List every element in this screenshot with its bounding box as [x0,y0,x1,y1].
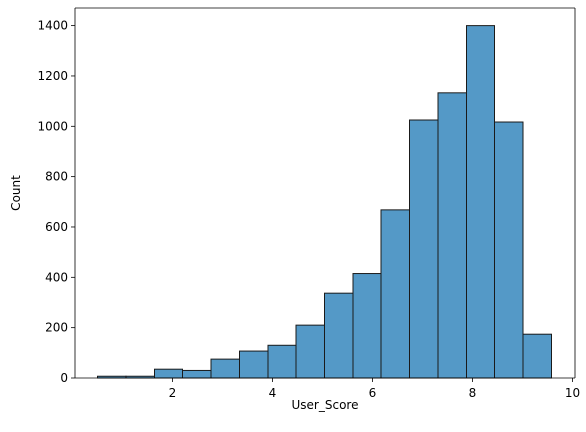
histogram-bar [324,292,354,379]
x-tick-label: 8 [469,386,477,400]
histogram-bar [295,324,325,379]
histogram-bar [409,119,439,379]
histogram-bar [352,273,382,379]
x-tick-label: 4 [269,386,277,400]
x-axis-label: User_Score [292,398,359,412]
y-tick-label: 400 [45,270,68,284]
y-tick-label: 200 [45,321,68,335]
y-tick-label: 800 [45,170,68,184]
y-ticks: 0 200 400 600 800 1000 1200 1400 [37,19,75,385]
histogram-bar [437,92,467,379]
histogram-bar [154,368,183,379]
x-tick-label: 6 [369,386,377,400]
histogram-bar [494,121,524,379]
histogram-bar [466,25,495,379]
x-ticks: 2 4 6 8 10 [169,378,580,400]
x-tick-label: 10 [565,386,580,400]
histogram-bar [522,333,552,379]
histogram-bar [210,358,240,379]
y-tick-label: 0 [60,371,68,385]
y-tick-label: 1000 [37,119,68,133]
histogram-bar [182,369,212,379]
histogram-bar [239,350,269,379]
y-tick-label: 1400 [37,19,68,33]
histogram-bar [267,344,297,379]
y-tick-label: 600 [45,220,68,234]
y-axis-label: Count [9,175,23,211]
bars-group [97,25,552,379]
histogram-bar [380,209,410,379]
x-tick-label: 2 [169,386,177,400]
y-tick-label: 1200 [37,69,68,83]
